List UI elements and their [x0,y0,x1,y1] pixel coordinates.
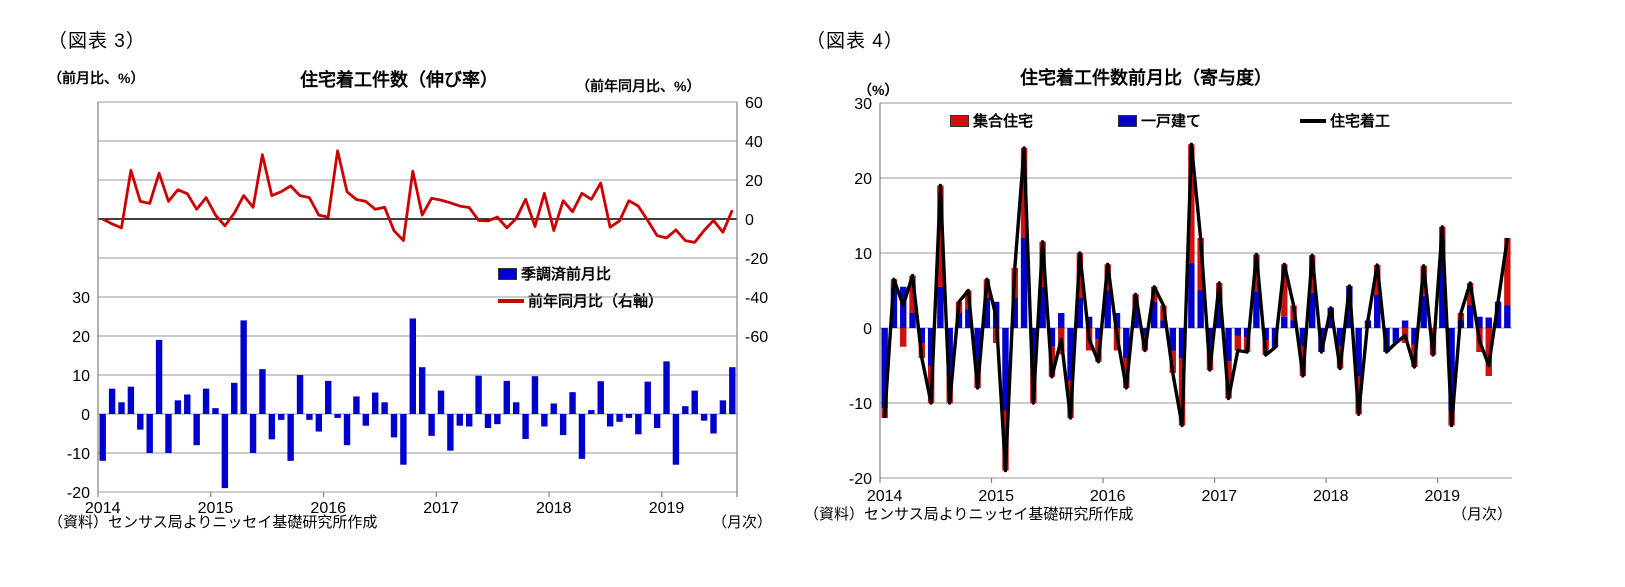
fig4-legend-single: 一戸建て [1118,110,1201,131]
svg-text:20: 20 [745,173,763,190]
svg-text:2019: 2019 [649,500,685,517]
svg-text:2014: 2014 [867,488,903,505]
fig4-frequency: （月次） [1452,506,1513,523]
svg-text:2014: 2014 [85,500,121,517]
svg-text:-10: -10 [849,396,872,413]
svg-text:40: 40 [745,134,763,151]
svg-text:-20: -20 [849,471,872,488]
svg-text:2015: 2015 [198,500,234,517]
fig4-label: （図表 4） [806,31,904,52]
svg-text:0: 0 [745,212,754,229]
fig3-frequency: （月次） [712,514,773,531]
svg-text:2017: 2017 [1201,488,1237,505]
svg-text:2015: 2015 [978,488,1014,505]
fig3-left-axis-unit: （前月比、%） [48,70,145,86]
svg-text:10: 10 [72,368,90,385]
blue-bar-legend-icon [498,267,517,280]
svg-text:2019: 2019 [1424,488,1460,505]
svg-text:0: 0 [863,321,872,338]
black-line-legend-icon [1300,118,1326,123]
fig3-legend-bar: 季調済前月比 [498,263,611,284]
fig3-title: 住宅着工件数（伸び率） [300,70,498,90]
svg-text:-60: -60 [745,329,768,346]
fig3-source: （資料）センサス局よりニッセイ基礎研究所作成 [48,514,378,531]
svg-text:2018: 2018 [536,500,572,517]
fig4-title: 住宅着工件数前月比（寄与度） [1020,68,1272,88]
svg-text:2016: 2016 [310,500,346,517]
fig4-axis-unit: （%） [858,82,899,98]
fig3-right-axis-unit: （前年同月比、%） [576,78,701,94]
svg-text:30: 30 [72,290,90,307]
svg-text:2017: 2017 [423,500,459,517]
fig4-legend-multi: 集合住宅 [950,110,1033,131]
svg-text:2018: 2018 [1313,488,1349,505]
fig3-legend-bar-label: 季調済前月比 [521,266,612,283]
fig4-legend-total: 住宅着工 [1300,110,1390,131]
red-bar-legend-icon [950,114,969,127]
blue-bar-legend-icon2 [1118,114,1137,127]
fig4-legend-total-label: 住宅着工 [1330,113,1391,130]
fig3-label: （図表 3） [48,31,146,52]
svg-text:20: 20 [854,171,872,188]
svg-text:2016: 2016 [1090,488,1126,505]
svg-text:0: 0 [81,407,90,424]
svg-text:-40: -40 [745,290,768,307]
svg-text:20: 20 [72,329,90,346]
red-line-legend-icon [498,298,524,303]
svg-text:-20: -20 [67,485,90,502]
svg-text:-10: -10 [67,446,90,463]
svg-text:10: 10 [854,246,872,263]
fig4-source: （資料）センサス局よりニッセイ基礎研究所作成 [804,506,1134,523]
fig4-legend-single-label: 一戸建て [1141,113,1202,130]
fig4-legend-multi-label: 集合住宅 [973,113,1034,130]
svg-text:-20: -20 [745,251,768,268]
svg-text:60: 60 [745,95,763,112]
svg-text:30: 30 [854,96,872,113]
